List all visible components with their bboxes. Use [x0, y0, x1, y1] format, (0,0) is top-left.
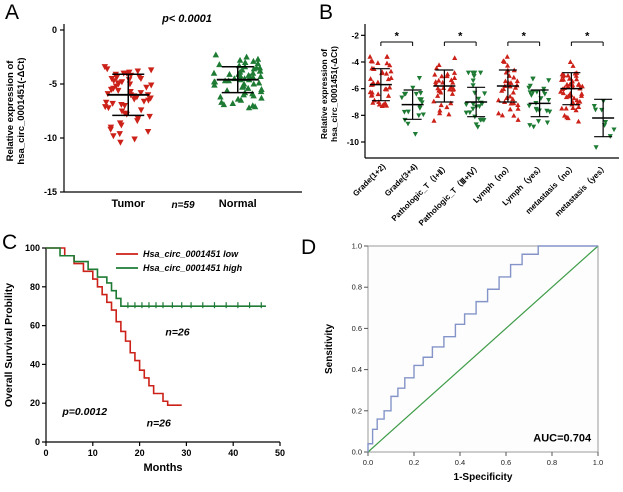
svg-text:0: 0 — [35, 437, 40, 447]
svg-text:*: * — [458, 31, 463, 43]
svg-text:Relative expression ofhsa_circ: Relative expression ofhsa_circ_0001451(-… — [5, 57, 27, 164]
svg-text:1.0: 1.0 — [593, 458, 603, 467]
svg-text:n=59: n=59 — [171, 200, 195, 211]
svg-text:0.6: 0.6 — [352, 324, 362, 333]
svg-text:Months: Months — [143, 462, 182, 474]
svg-text:-6: -6 — [351, 84, 359, 94]
svg-text:0.0: 0.0 — [352, 448, 362, 457]
svg-text:0.8: 0.8 — [352, 283, 362, 292]
svg-text:0.4: 0.4 — [455, 458, 465, 467]
svg-text:Hsa_circ_0001451 high: Hsa_circ_0001451 high — [143, 263, 243, 273]
svg-text:60: 60 — [30, 321, 40, 331]
svg-text:20: 20 — [135, 448, 145, 458]
svg-text:-10: -10 — [44, 133, 57, 143]
panel-d-roc-chart: 0.00.0 0.2 0.2 0.4 0.4 0.6 0.6 0.8 0.8 1.0 1.0 Sens… — [324, 242, 603, 484]
svg-text:Tumor: Tumor — [112, 198, 146, 210]
svg-text:-10: -10 — [347, 137, 360, 147]
panel-b-label: B — [319, 1, 334, 24]
svg-text:1-Specificity: 1-Specificity — [454, 472, 513, 483]
panel-d-label: D — [301, 236, 317, 259]
svg-text:Overall Survival Probility: Overall Survival Probility — [3, 283, 15, 407]
svg-text:0: 0 — [43, 448, 48, 458]
panel-b-scatter-chart: -2 -4 -6 -8 -10 Relative expression ofhsa_cir… — [319, 24, 619, 228]
svg-text:0: 0 — [52, 25, 57, 35]
svg-text:Sensitivity: Sensitivity — [324, 324, 335, 374]
svg-text:100: 100 — [25, 243, 40, 253]
svg-text:Pathologic_T（Ⅰ+Ⅱ）: Pathologic_T（Ⅰ+Ⅱ） — [389, 161, 451, 223]
svg-text:Normal: Normal — [219, 198, 257, 210]
svg-text:80: 80 — [30, 282, 40, 292]
svg-text:Relative expression ofhsa_circ: Relative expression ofhsa_circ_0001451(-… — [319, 46, 339, 142]
svg-text:n=26: n=26 — [147, 417, 171, 429]
svg-text:20: 20 — [30, 398, 40, 408]
svg-text:0.0: 0.0 — [363, 458, 373, 467]
svg-text:1.0: 1.0 — [352, 242, 362, 251]
panel-c-label: C — [2, 231, 18, 254]
svg-text:0.2: 0.2 — [409, 458, 419, 467]
svg-text:0.2: 0.2 — [352, 406, 362, 415]
svg-text:50: 50 — [275, 448, 285, 458]
svg-text:0.6: 0.6 — [501, 458, 511, 467]
svg-text:40: 40 — [228, 448, 238, 458]
svg-text:Hsa_circ_0001451 low: Hsa_circ_0001451 low — [143, 249, 239, 259]
svg-text:-15: -15 — [44, 187, 57, 197]
svg-text:*: * — [395, 31, 400, 43]
panel-c-survival-chart: 0 10 20 30 40 50 0 20 40 60 80 100 Months Overall Sur… — [3, 243, 285, 474]
svg-text:0.8: 0.8 — [547, 458, 557, 467]
svg-text:10: 10 — [88, 448, 98, 458]
svg-text:p=0.0012: p=0.0012 — [61, 406, 107, 418]
svg-text:-4: -4 — [351, 57, 359, 67]
svg-text:-2: -2 — [351, 30, 359, 40]
svg-text:-8: -8 — [351, 110, 359, 120]
svg-text:Grade(1+2): Grade(1+2) — [351, 162, 387, 198]
svg-text:-5: -5 — [49, 79, 57, 89]
svg-text:40: 40 — [30, 359, 40, 369]
svg-text:metastasis（yes）: metastasis（yes） — [552, 161, 609, 218]
svg-text:*: * — [585, 31, 590, 43]
panel-a-label: A — [5, 1, 20, 24]
svg-text:p< 0.0001: p< 0.0001 — [161, 13, 212, 25]
svg-text:AUC=0.704: AUC=0.704 — [533, 433, 592, 445]
svg-text:Pathologic_T（Ⅲ+Ⅳ）: Pathologic_T（Ⅲ+Ⅳ） — [416, 161, 482, 227]
svg-text:30: 30 — [181, 448, 191, 458]
svg-text:0.4: 0.4 — [352, 365, 362, 374]
svg-text:*: * — [522, 31, 527, 43]
svg-text:n=26: n=26 — [165, 326, 189, 338]
panel-a-scatter-chart: 0 -5 -10 -15 Relative expression ofhsa_circ_… — [5, 13, 302, 211]
